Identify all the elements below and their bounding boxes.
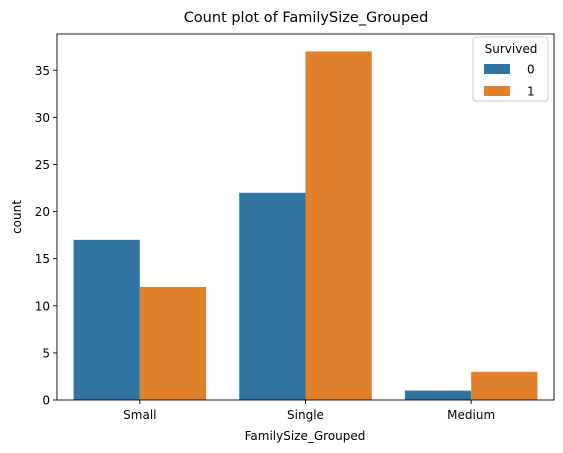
x-tick-label-single: Single bbox=[287, 408, 324, 422]
legend-title: Survived bbox=[485, 42, 538, 56]
y-tick-label: 5 bbox=[42, 346, 50, 360]
bar-small-survived-0 bbox=[73, 239, 140, 400]
legend-box bbox=[472, 36, 549, 102]
bar-single-survived-1 bbox=[305, 51, 372, 401]
chart-title: Count plot of FamilySize_Grouped bbox=[184, 10, 429, 26]
y-tick-label: 25 bbox=[35, 158, 50, 172]
plot-frame bbox=[56, 33, 555, 401]
y-axis-label: count bbox=[10, 200, 24, 234]
bar-single-survived-0 bbox=[239, 192, 306, 400]
x-tick-label-medium: Medium bbox=[447, 408, 495, 422]
y-tick-label: 30 bbox=[35, 111, 50, 125]
legend-label-1: 1 bbox=[527, 85, 535, 99]
y-tick-label: 0 bbox=[42, 394, 50, 408]
bar-small-survived-1 bbox=[139, 286, 207, 400]
x-tick-label-small: Small bbox=[123, 408, 156, 422]
legend-swatch-0 bbox=[484, 64, 510, 74]
x-axis-label: FamilySize_Grouped bbox=[245, 429, 366, 443]
bar-medium-survived-0 bbox=[404, 390, 472, 400]
y-tick-label: 20 bbox=[35, 205, 50, 219]
y-axis: 0 5 10 15 20 25 30 35 bbox=[35, 64, 57, 408]
x-axis: Small Single Medium bbox=[123, 400, 495, 422]
y-tick-label: 10 bbox=[35, 299, 50, 313]
legend-label-0: 0 bbox=[527, 63, 535, 77]
bar-medium-survived-1 bbox=[471, 371, 538, 400]
legend-swatch-1 bbox=[484, 86, 510, 96]
legend: Survived 0 1 bbox=[472, 36, 549, 102]
y-tick-label: 15 bbox=[35, 252, 50, 266]
bars-group bbox=[73, 51, 538, 401]
y-tick-label: 35 bbox=[35, 64, 50, 78]
